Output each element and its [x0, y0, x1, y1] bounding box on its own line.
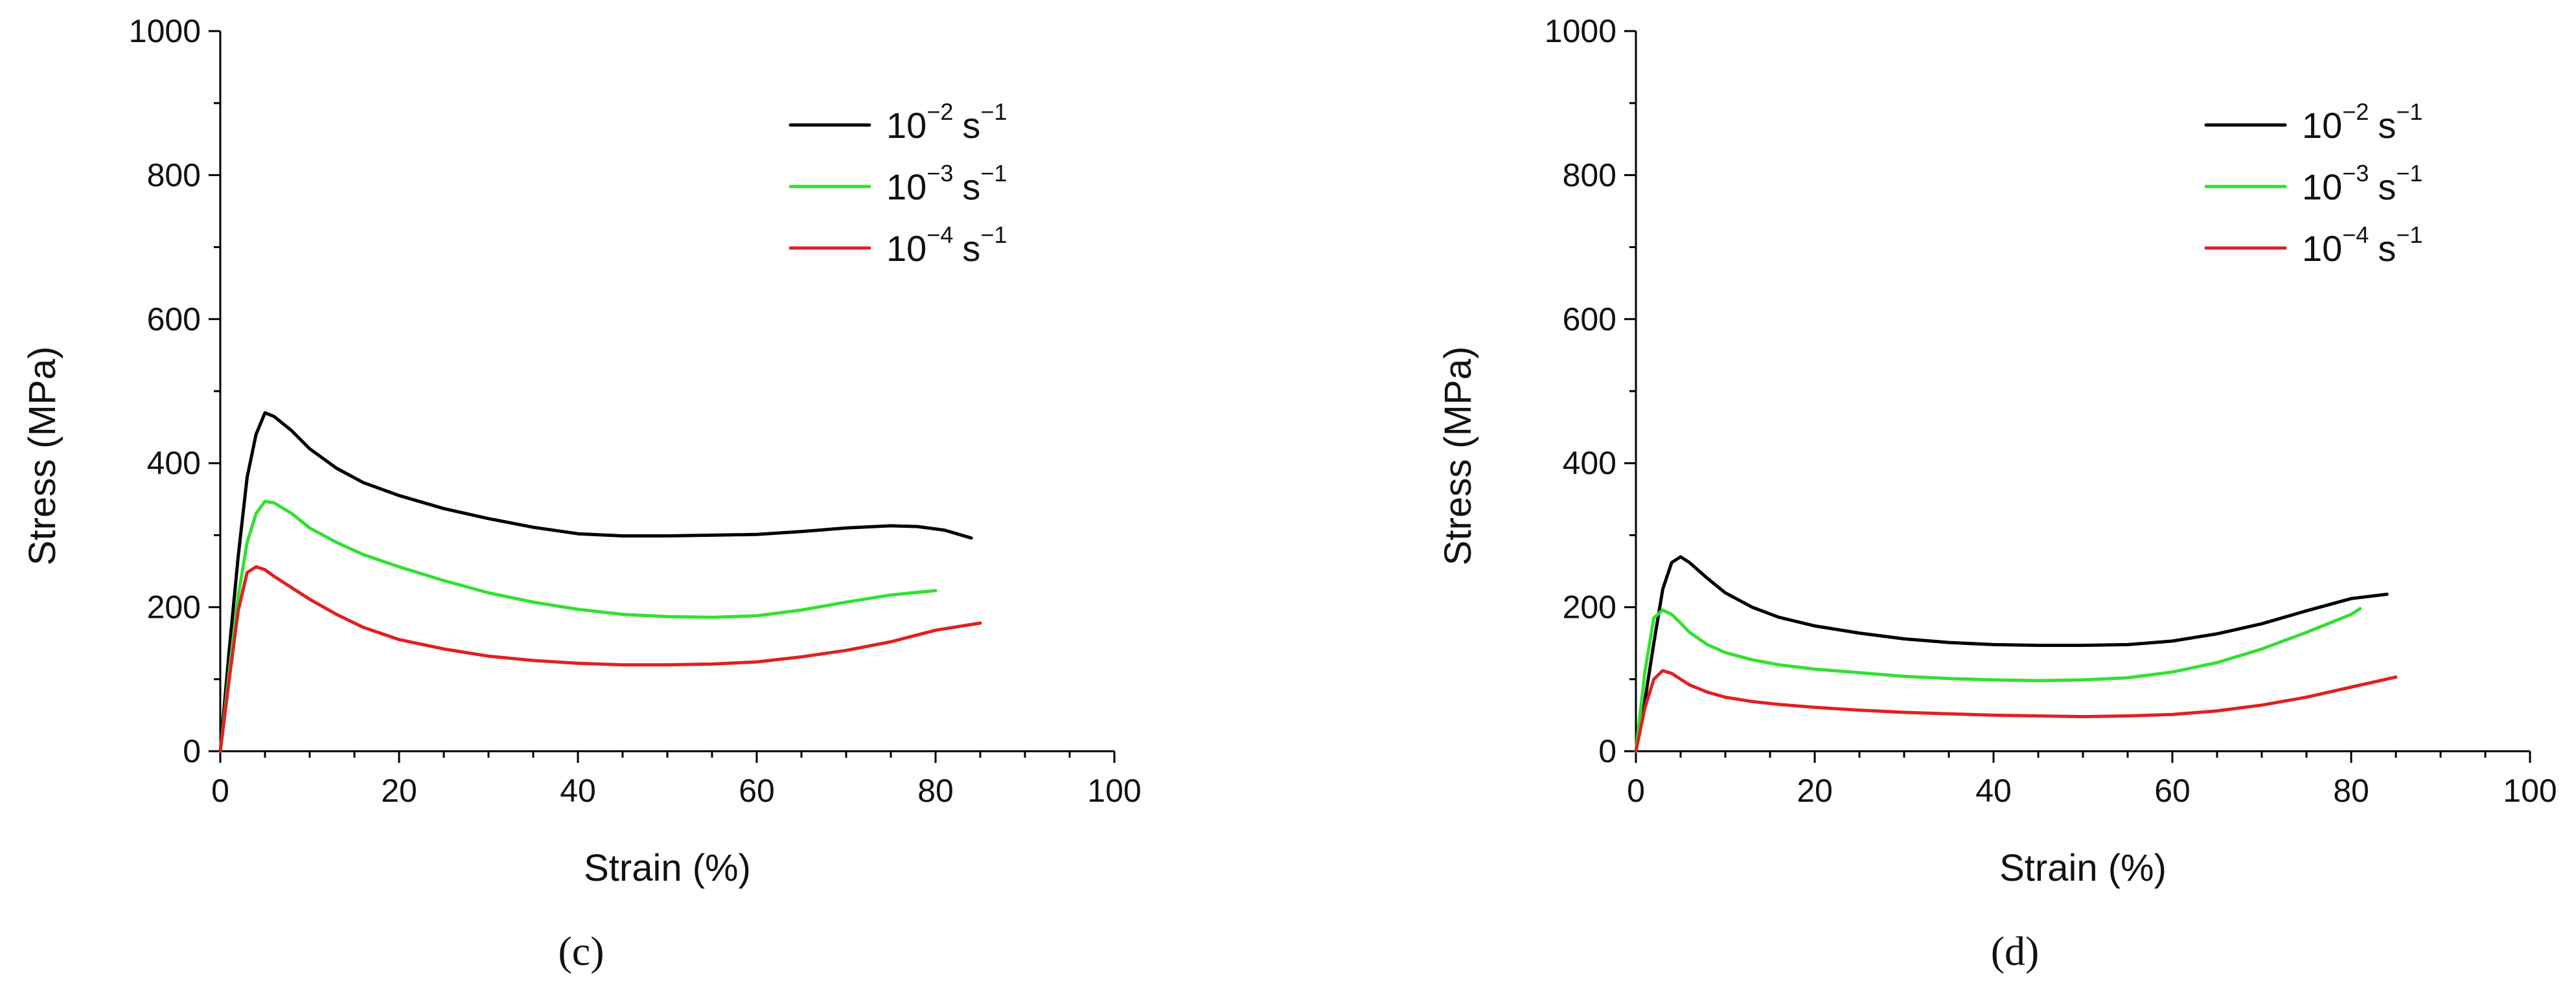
legend-exponent: −2 [2342, 98, 2369, 125]
legend-unit: s [962, 105, 980, 146]
x-tick-label: 0 [211, 773, 229, 809]
legend-exponent: −4 [2342, 221, 2369, 248]
legend-entry: 10−3 s−1 [2302, 160, 2422, 207]
x-tick-label: 60 [2154, 773, 2191, 809]
x-tick-label: 80 [917, 773, 954, 809]
y-tick-label: 0 [1598, 733, 1616, 769]
x-tick-label: 100 [1087, 773, 1141, 809]
legend-entry: 10−2 s−1 [886, 98, 1007, 146]
legend-exponent: −1 [980, 98, 1007, 125]
legend: 10−2 s−110−3 s−110−4 s−1 [2204, 98, 2422, 269]
legend-unit: s [962, 166, 980, 207]
x-tick-label: 40 [1975, 773, 2012, 809]
y-tick-label: 600 [147, 301, 201, 337]
y-tick-label: 1000 [129, 13, 201, 49]
y-tick-label: 0 [183, 733, 201, 769]
legend-exponent: −4 [926, 221, 953, 248]
series-line-m3 [218, 499, 937, 753]
legend-exponent: −2 [926, 98, 953, 125]
legend-exponent: −1 [2396, 221, 2422, 248]
series-line-m2 [218, 411, 973, 753]
x-tick-label: 0 [1627, 773, 1645, 809]
legend-base: 10 [2302, 166, 2342, 207]
legend-unit: s [2378, 228, 2396, 269]
x-tick-label: 80 [2333, 773, 2369, 809]
legend: 10−2 s−110−3 s−110−4 s−1 [788, 98, 1007, 269]
legend-unit: s [962, 228, 980, 269]
legend-base: 10 [886, 228, 926, 269]
y-tick-label: 800 [147, 157, 201, 193]
panel-label: (c) [558, 928, 604, 974]
legend-base: 10 [886, 166, 926, 207]
legend-exponent: −3 [2342, 160, 2369, 187]
x-axis-title: Strain (%) [584, 847, 751, 889]
series-line-m3 [1634, 607, 2362, 753]
legend-exponent: −3 [926, 160, 953, 187]
legend-exponent: −1 [980, 160, 1007, 187]
y-tick-label: 200 [1563, 589, 1616, 626]
y-axis-title: Stress (MPa) [21, 346, 63, 565]
x-tick-label: 100 [2503, 773, 2557, 809]
legend-entry: 10−2 s−1 [2302, 98, 2422, 146]
legend-entry: 10−4 s−1 [2302, 221, 2422, 269]
legend-unit: s [2378, 166, 2396, 207]
x-tick-label: 20 [381, 773, 417, 809]
legend-exponent: −1 [2396, 160, 2422, 187]
legend-base: 10 [2302, 228, 2342, 269]
panel-label: (d) [1991, 928, 2040, 974]
x-tick-label: 20 [1797, 773, 1833, 809]
y-tick-label: 200 [147, 589, 201, 626]
y-tick-label: 400 [1563, 445, 1616, 481]
series-line-m4 [1634, 669, 2398, 753]
y-axis-title: Stress (MPa) [1437, 346, 1479, 565]
y-tick-label: 600 [1563, 301, 1616, 337]
x-axis-title: Strain (%) [1999, 847, 2167, 889]
legend-entry: 10−4 s−1 [886, 221, 1007, 269]
y-tick-label: 400 [147, 445, 201, 481]
legend-exponent: −1 [980, 221, 1007, 248]
legend-entry: 10−3 s−1 [886, 160, 1007, 207]
y-tick-label: 800 [1563, 157, 1616, 193]
x-tick-label: 60 [739, 773, 775, 809]
legend-base: 10 [2302, 105, 2342, 146]
legend-unit: s [2378, 105, 2396, 146]
series-line-m4 [218, 565, 982, 753]
y-tick-label: 1000 [1545, 13, 1616, 49]
x-tick-label: 40 [560, 773, 596, 809]
series-line-m2 [1634, 555, 2389, 753]
legend-exponent: −1 [2396, 98, 2422, 125]
legend-base: 10 [886, 105, 926, 146]
